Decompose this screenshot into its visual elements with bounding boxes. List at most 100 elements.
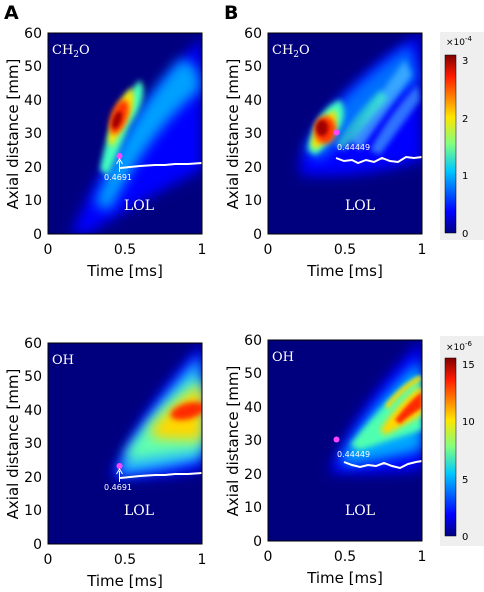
marker-value: 0.44449 xyxy=(337,143,370,152)
lol-line xyxy=(119,162,203,169)
x-tick-label: 0.5 xyxy=(334,549,356,565)
y-axis-label: Axial distance [mm] xyxy=(4,369,22,520)
x-tick-label: 1 xyxy=(198,552,207,568)
arrow-head-icon xyxy=(116,158,123,165)
arrow-head-icon xyxy=(116,468,123,475)
colorbar-ch2o: ×10-4 0 1 2 3 xyxy=(440,32,484,240)
y-tick-label: 0 xyxy=(33,537,42,553)
colorbar-tick: 0 xyxy=(462,532,468,543)
x-tick-label: 0 xyxy=(264,549,273,565)
y-tick-label: 20 xyxy=(244,160,262,176)
x-axis-label: Time [ms] xyxy=(306,569,383,587)
y-tick-label: 20 xyxy=(24,470,42,486)
y-tick-label: 60 xyxy=(244,26,262,42)
plot-frame xyxy=(47,32,203,235)
y-tick-label: 50 xyxy=(24,369,42,385)
plot-frame xyxy=(267,339,423,542)
lol-label: LOL xyxy=(124,503,154,519)
y-axis-label: Axial distance [mm] xyxy=(224,366,242,517)
ignition-marker xyxy=(116,153,123,159)
hot-spot xyxy=(170,401,202,421)
y-tick-label: 60 xyxy=(24,26,42,42)
colorbar-tick: 5 xyxy=(462,475,468,486)
y-tick-label: 30 xyxy=(244,433,262,449)
lol-line xyxy=(335,155,423,165)
streak xyxy=(335,90,388,150)
ignition-marker xyxy=(333,436,340,443)
y-tick-label: 20 xyxy=(244,467,262,483)
plume-green xyxy=(350,375,422,450)
x-tick-label: 1 xyxy=(418,242,427,258)
streak xyxy=(385,375,422,410)
y-tick-label: 0 xyxy=(33,227,42,243)
y-tick-label: 50 xyxy=(24,59,42,75)
hot-spot-peak xyxy=(316,120,328,136)
y-axis-label: Axial distance [mm] xyxy=(224,59,242,210)
lol-label: LOL xyxy=(345,198,375,214)
plume-mid xyxy=(95,60,200,210)
lol-label: LOL xyxy=(124,198,154,214)
colorbar-gradient xyxy=(444,357,457,537)
panel-letter-b: B xyxy=(224,2,238,24)
y-tick-label: 10 xyxy=(244,193,262,209)
y-tick-label: 30 xyxy=(24,436,42,452)
ignition-marker xyxy=(333,129,340,136)
heatmap-a-oh: 0.4691 OH LOL 0 10 20 30 40 50 60 0 0.5 … xyxy=(4,336,207,590)
y-ticks: 0 10 20 30 40 50 60 xyxy=(244,333,262,550)
plot-frame xyxy=(267,32,423,235)
x-ticks: 0 0.5 1 xyxy=(44,242,207,258)
hot-spot-peak xyxy=(112,111,122,129)
y-tick-label: 40 xyxy=(244,93,262,109)
colorbar-tick: 1 xyxy=(462,171,468,182)
colorbar-gradient xyxy=(444,54,457,234)
plot-frame xyxy=(47,342,203,545)
x-axis-label: Time [ms] xyxy=(306,262,383,280)
species-label: OH xyxy=(272,350,294,365)
y-tick-label: 50 xyxy=(244,366,262,382)
y-tick-label: 50 xyxy=(244,59,262,75)
lol-line xyxy=(343,460,423,470)
y-tick-label: 10 xyxy=(24,503,42,519)
x-axis-label: Time [ms] xyxy=(86,262,163,280)
lol-line xyxy=(119,472,203,479)
streak xyxy=(370,85,420,155)
lol-label: LOL xyxy=(345,503,375,519)
colorbar-tick: 0 xyxy=(462,229,468,240)
x-ticks: 0 0.5 1 xyxy=(264,242,427,258)
y-tick-label: 40 xyxy=(244,400,262,416)
x-tick-label: 0 xyxy=(44,242,53,258)
colorbar-tick: 2 xyxy=(462,114,468,125)
colorbar-exponent: ×10-6 xyxy=(446,340,473,353)
marker-value: 0.4691 xyxy=(104,483,132,492)
hot-spot xyxy=(395,392,422,424)
x-ticks: 0 0.5 1 xyxy=(44,552,207,568)
y-tick-label: 40 xyxy=(24,403,42,419)
y-tick-label: 60 xyxy=(244,333,262,349)
species-label: OH xyxy=(52,353,74,368)
colorbar-tick: 15 xyxy=(462,360,475,371)
x-axis-label: Time [ms] xyxy=(86,572,163,590)
y-axis-label: Axial distance [mm] xyxy=(4,59,22,210)
y-tick-label: 10 xyxy=(244,500,262,516)
y-tick-label: 30 xyxy=(244,126,262,142)
panel-letter-a: A xyxy=(4,2,19,24)
y-ticks: 0 10 20 30 40 50 60 xyxy=(24,336,42,553)
x-tick-label: 1 xyxy=(418,549,427,565)
ignition-marker xyxy=(116,463,123,469)
colorbar-tick: 10 xyxy=(462,417,475,428)
species-label: CH2O xyxy=(52,43,90,60)
colorbar-exponent: ×10-4 xyxy=(446,35,473,48)
x-ticks: 0 0.5 1 xyxy=(264,549,427,565)
x-tick-label: 1 xyxy=(198,242,207,258)
plume-yellow xyxy=(380,385,422,435)
y-tick-label: 0 xyxy=(253,227,262,243)
colorbar-oh: ×10-6 0 5 10 15 xyxy=(440,336,484,546)
marker-value: 0.4691 xyxy=(104,173,132,182)
y-tick-label: 30 xyxy=(24,126,42,142)
colorbar-tick: 3 xyxy=(462,56,468,67)
heatmap-b-oh: 0.44449 OH LOL 0 10 20 30 40 50 60 0 0.5… xyxy=(224,333,426,587)
y-tick-label: 60 xyxy=(24,336,42,352)
heatmap-b-ch2o: 0.44449 CH2O LOL 0 10 20 30 40 50 60 0 0… xyxy=(224,26,426,280)
species-label: CH2O xyxy=(272,43,310,60)
